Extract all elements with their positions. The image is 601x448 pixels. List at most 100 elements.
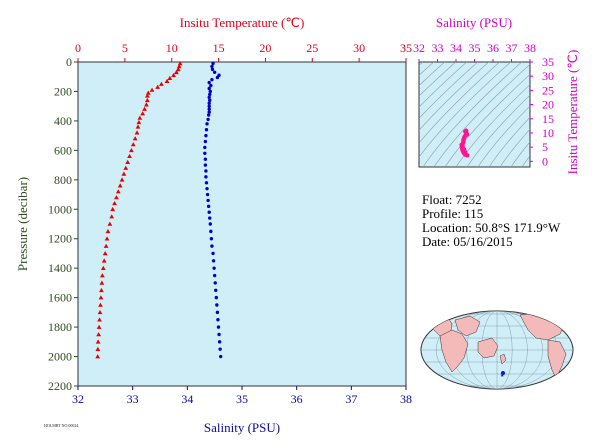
salinity-point <box>203 157 208 161</box>
temperature-point <box>137 115 143 120</box>
salinity-point <box>211 259 216 263</box>
salinity-point <box>215 303 219 307</box>
salinity-point <box>205 186 209 191</box>
ts-top-tick-label: 37 <box>506 41 518 55</box>
salinity-point <box>212 273 217 278</box>
salinity-point <box>207 210 211 214</box>
temperature-point <box>145 90 151 95</box>
temperature-point <box>119 177 125 182</box>
top-tick-label: 25 <box>306 41 318 55</box>
salinity-point <box>207 110 211 114</box>
density-contour <box>419 62 435 76</box>
ts-point <box>463 150 468 155</box>
temperature-point <box>144 97 150 103</box>
y-tick-label: 1000 <box>48 202 72 216</box>
float-info-panel: Float: 7252 Profile: 115 Location: 50.8°… <box>422 193 560 249</box>
salinity-point <box>216 318 220 322</box>
y-tick-label: 2200 <box>48 379 72 393</box>
temperature-series <box>95 61 183 359</box>
temperature-point <box>95 346 101 351</box>
temperature-point <box>125 159 131 164</box>
temperature-point <box>97 317 102 322</box>
salinity-point <box>210 64 214 69</box>
temperature-point <box>155 84 161 89</box>
salinity-point <box>218 354 223 359</box>
top-tick-label: 30 <box>353 41 365 55</box>
temperature-point <box>127 153 132 159</box>
temperature-point <box>102 251 108 256</box>
salinity-point <box>209 83 213 88</box>
y-axis-title: Pressure (decibar) <box>15 177 30 271</box>
salinity-point <box>210 67 215 72</box>
temperature-point <box>95 354 101 359</box>
temperature-point <box>105 228 111 234</box>
salinity-point <box>208 92 212 97</box>
salinity-point <box>208 216 212 220</box>
temperature-point <box>149 87 155 92</box>
top-tick-label: 5 <box>122 41 128 55</box>
temperature-point <box>177 61 183 66</box>
ts-right-tick-label: 5 <box>542 140 548 154</box>
temperature-point <box>95 339 101 344</box>
ts-top-tick-label: 32 <box>413 41 425 55</box>
salinity-point <box>210 77 214 82</box>
temperature-point <box>110 206 116 212</box>
density-contour <box>419 62 512 158</box>
salinity-point <box>212 266 216 270</box>
ts-top-tick-label: 38 <box>524 41 536 55</box>
float-location-marker <box>501 371 505 375</box>
temperature-point <box>136 119 142 125</box>
salinity-point <box>214 295 219 300</box>
density-contour <box>510 141 530 167</box>
profile-date: Date: 05/16/2015 <box>422 234 513 249</box>
salinity-point <box>214 288 218 292</box>
top-axis-title: Insitu Temperature (℃) <box>180 15 305 30</box>
temperature-point <box>123 165 129 170</box>
y-tick-label: 800 <box>54 173 72 187</box>
density-contour <box>419 62 446 86</box>
salinity-point <box>215 75 220 80</box>
density-contour <box>499 128 530 167</box>
top-tick-label: 0 <box>75 41 81 55</box>
temperature-point <box>112 200 117 206</box>
bottom-tick-label: 32 <box>72 392 84 406</box>
density-contour <box>444 73 530 167</box>
ts-right-tick-label: 10 <box>542 126 554 140</box>
ts-plot-area <box>418 61 531 168</box>
salinity-point <box>208 89 212 94</box>
top-tick-label: 35 <box>400 41 412 55</box>
temperature-point <box>107 221 113 226</box>
salinity-point <box>213 281 217 285</box>
temperature-point <box>174 69 179 75</box>
salinity-point <box>207 104 211 108</box>
bottom-axis-title: Salinity (PSU) <box>204 420 280 435</box>
salinity-point <box>211 61 215 66</box>
ts-top-tick-label: 36 <box>487 41 499 55</box>
density-contour <box>521 155 530 167</box>
salinity-point <box>208 98 212 102</box>
salinity-point <box>207 107 211 111</box>
ts-point <box>465 153 470 158</box>
salinity-point <box>204 128 209 132</box>
ts-right-tick-label: 35 <box>542 55 554 69</box>
ts-top-axis-title: Salinity (PSU) <box>436 15 512 30</box>
temperature-point <box>140 111 146 116</box>
main-plot-area <box>77 61 407 387</box>
temperature-point <box>99 273 105 278</box>
density-contour <box>433 64 530 167</box>
ts-top-tick-label: 33 <box>432 41 444 55</box>
density-contour <box>422 62 523 167</box>
temperature-point <box>135 124 141 129</box>
salinity-point <box>211 251 215 256</box>
float-star-icon: ★ <box>500 373 505 379</box>
density-contour <box>466 94 530 167</box>
salinity-point <box>204 175 208 179</box>
salinity-point <box>205 122 209 126</box>
salinity-point <box>208 222 212 226</box>
temperature-point <box>142 106 147 111</box>
bottom-tick-label: 37 <box>345 392 357 406</box>
ts-top-tick-label: 35 <box>469 41 481 55</box>
temperature-point <box>98 295 104 300</box>
temperature-point <box>130 142 136 147</box>
